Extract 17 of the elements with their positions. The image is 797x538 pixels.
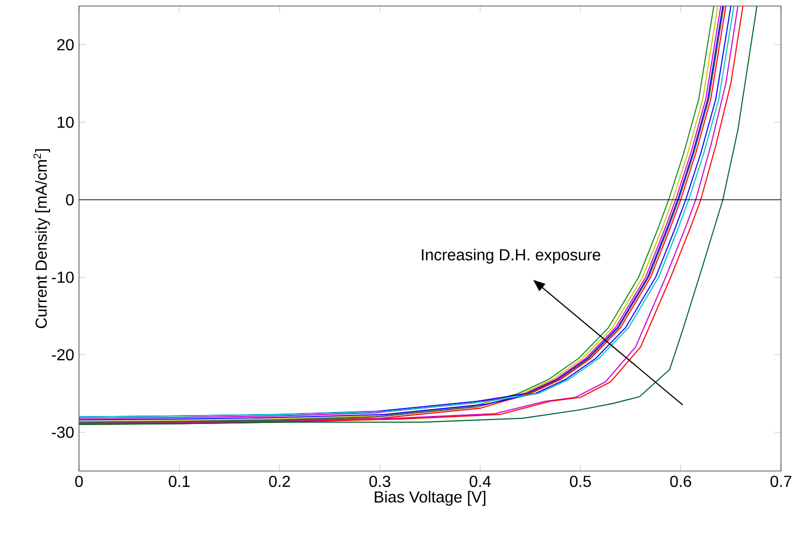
x-tick-label: 0 bbox=[75, 476, 83, 488]
x-tick-label: 0.3 bbox=[369, 476, 390, 488]
x-tick-label: 0.7 bbox=[770, 476, 792, 488]
x-axis-title: Bias Voltage [V] bbox=[374, 490, 486, 506]
annotation: Increasing D.H. exposure bbox=[422, 248, 600, 264]
x-tick-label: 0.5 bbox=[570, 476, 591, 488]
y-tick-label: 10 bbox=[58, 116, 74, 128]
y-tick-label: 20 bbox=[57, 39, 74, 50]
y-tick-label: -30 bbox=[52, 426, 74, 438]
y-tick-label: 0 bbox=[66, 194, 74, 206]
y-tick-label: -10 bbox=[52, 272, 74, 283]
y-tick-label: -20 bbox=[52, 349, 74, 360]
y-axis-title: Current Density [mA/cm$^{2}$] bbox=[33, 149, 50, 328]
x-tick-label: 0.1 bbox=[168, 476, 190, 488]
x-tick-label: 0.2 bbox=[269, 476, 290, 488]
x-tick-label: 0.4 bbox=[470, 476, 491, 488]
x-tick-label: 0.6 bbox=[670, 476, 692, 488]
